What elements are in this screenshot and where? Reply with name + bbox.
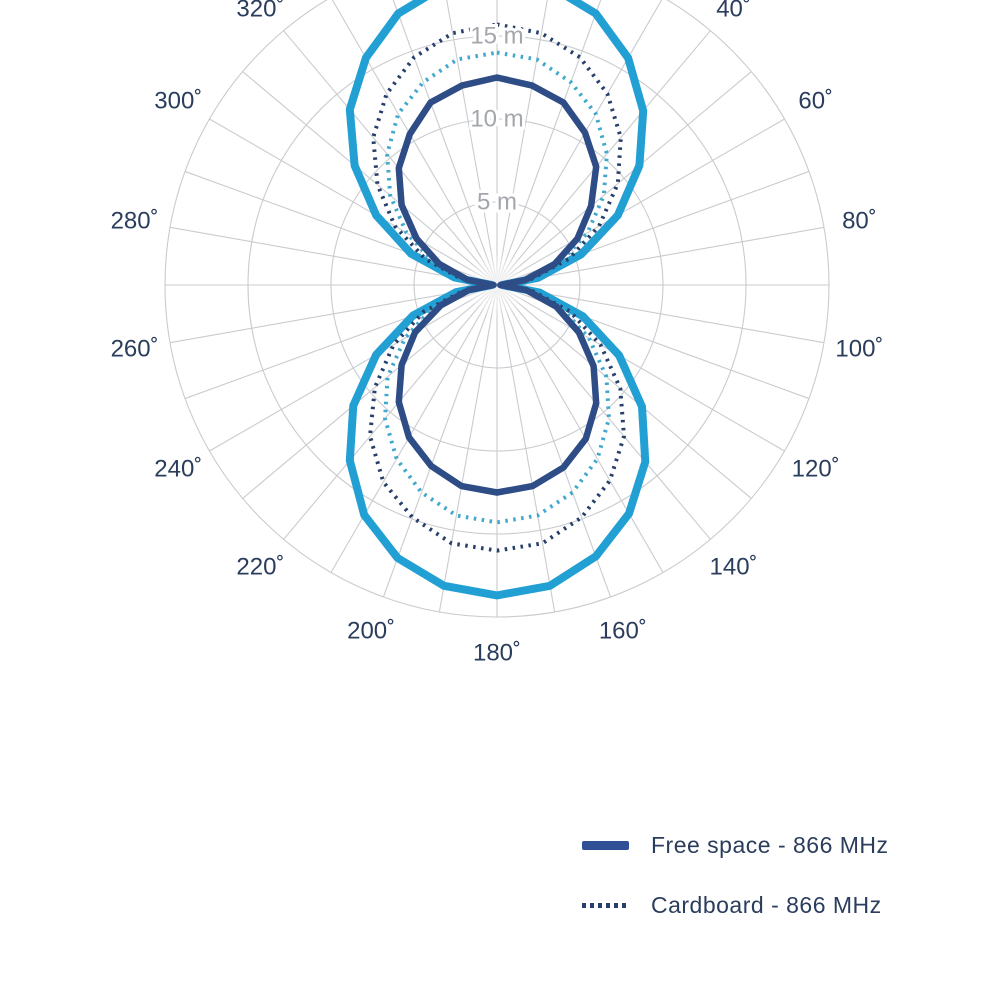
series-curve-light-blue-solid bbox=[345, 0, 650, 600]
angle-label-160: 160˚ bbox=[599, 617, 647, 644]
legend-swatch-solid-icon bbox=[582, 840, 629, 850]
legend: Free space - 866 MHz Cardboard - 866 MHz bbox=[582, 828, 889, 948]
series-curve-cardboard-866 bbox=[368, 22, 626, 553]
angle-label-320: 320˚ bbox=[236, 0, 284, 23]
angle-label-180: 180˚ bbox=[473, 640, 521, 667]
legend-label: Cardboard - 866 MHz bbox=[651, 891, 882, 918]
legend-label: Free space - 866 MHz bbox=[651, 831, 889, 858]
angle-label-40: 40˚ bbox=[716, 0, 751, 23]
legend-item-0: Free space - 866 MHz bbox=[582, 828, 889, 862]
polar-grid-circle bbox=[247, 35, 747, 535]
angle-label-140: 140˚ bbox=[710, 553, 758, 580]
angle-label-120: 120˚ bbox=[792, 456, 840, 483]
series-curve-light-blue-dotted bbox=[383, 50, 611, 525]
angle-label-220: 220˚ bbox=[236, 553, 284, 580]
center-glow bbox=[463, 251, 531, 319]
series-curve-free-space-866 bbox=[395, 74, 600, 496]
angle-label-300: 300˚ bbox=[154, 88, 202, 115]
angle-label-280: 280˚ bbox=[111, 208, 159, 235]
angle-label-200: 200˚ bbox=[347, 617, 395, 644]
angle-label-100: 100˚ bbox=[835, 335, 883, 362]
radial-tick-label: 15 m bbox=[470, 23, 523, 50]
angle-label-260: 260˚ bbox=[111, 335, 159, 362]
angle-label-60: 60˚ bbox=[798, 88, 833, 115]
radial-tick-label: 5 m bbox=[477, 189, 517, 216]
polar-grid-circle bbox=[330, 118, 664, 452]
polar-grid-circle bbox=[413, 201, 581, 369]
legend-item-1: Cardboard - 866 MHz bbox=[582, 888, 889, 922]
angle-label-80: 80˚ bbox=[842, 208, 877, 235]
angle-label-240: 240˚ bbox=[154, 456, 202, 483]
legend-swatch-dotted-icon bbox=[582, 902, 629, 908]
polar-grid-circle bbox=[164, 0, 830, 618]
radial-tick-label: 10 m bbox=[470, 106, 523, 133]
